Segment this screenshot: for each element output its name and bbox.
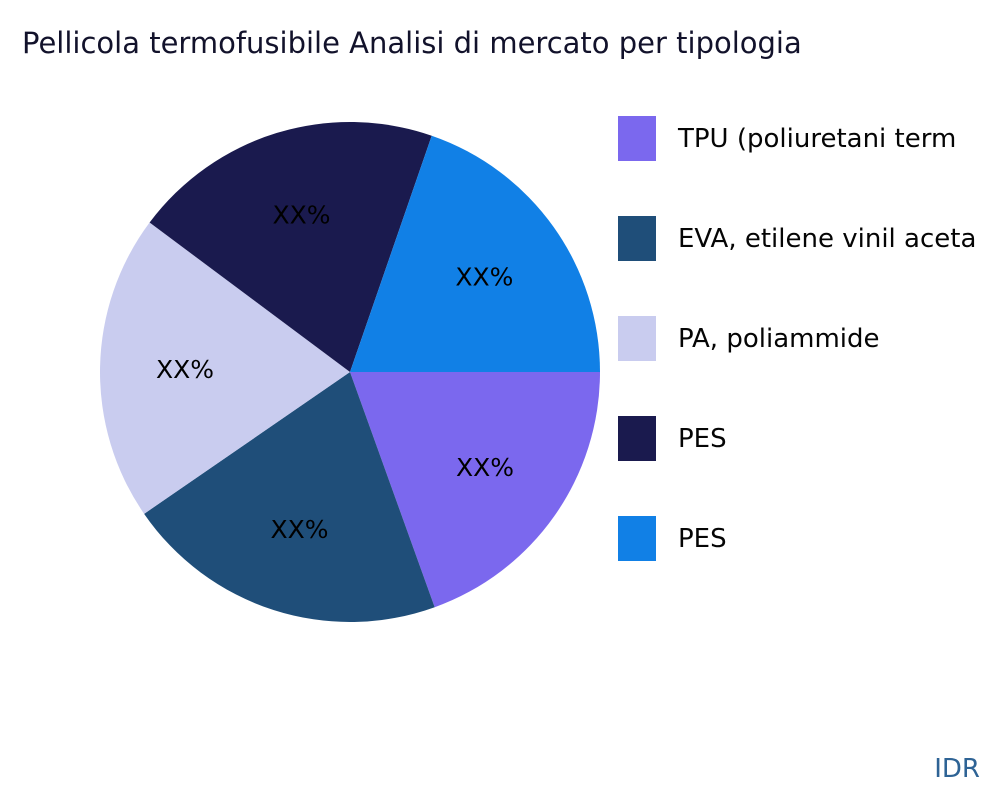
legend-item: PES — [618, 416, 1000, 461]
legend-swatch — [618, 116, 656, 161]
pie-slice-2 — [144, 372, 435, 623]
legend-item: EVA, etilene vinil aceta — [618, 216, 1000, 261]
pie-slice-label: XX% — [455, 262, 513, 291]
legend-label: EVA, etilene vinil aceta — [678, 223, 977, 254]
legend-label: PA, poliammide — [678, 323, 880, 354]
pie-slice-4 — [149, 122, 432, 373]
pie-slice-label: XX% — [270, 515, 328, 544]
legend-label: PES — [678, 523, 727, 554]
legend-swatch — [618, 216, 656, 261]
pie-slice-3 — [99, 222, 350, 514]
pie-slice-label: XX% — [272, 200, 330, 229]
legend-swatch — [618, 516, 656, 561]
chart-title: Pellicola termofusibile Analisi di merca… — [22, 26, 802, 60]
pie-slice-label: XX% — [456, 453, 514, 482]
watermark-idr: IDR — [934, 754, 980, 784]
pie-slice-5 — [350, 135, 600, 372]
pie-slice-label: XX% — [156, 355, 214, 384]
legend-item: PA, poliammide — [618, 316, 1000, 361]
legend-label: TPU (poliuretani term — [678, 123, 957, 154]
legend-item: PES — [618, 516, 1000, 561]
legend-swatch — [618, 316, 656, 361]
legend-label: PES — [678, 423, 727, 454]
legend-item: TPU (poliuretani term — [618, 116, 1000, 161]
pie-slice-1 — [350, 372, 600, 608]
chart-legend: TPU (poliuretani term EVA, etilene vinil… — [618, 116, 1000, 616]
legend-swatch — [618, 416, 656, 461]
